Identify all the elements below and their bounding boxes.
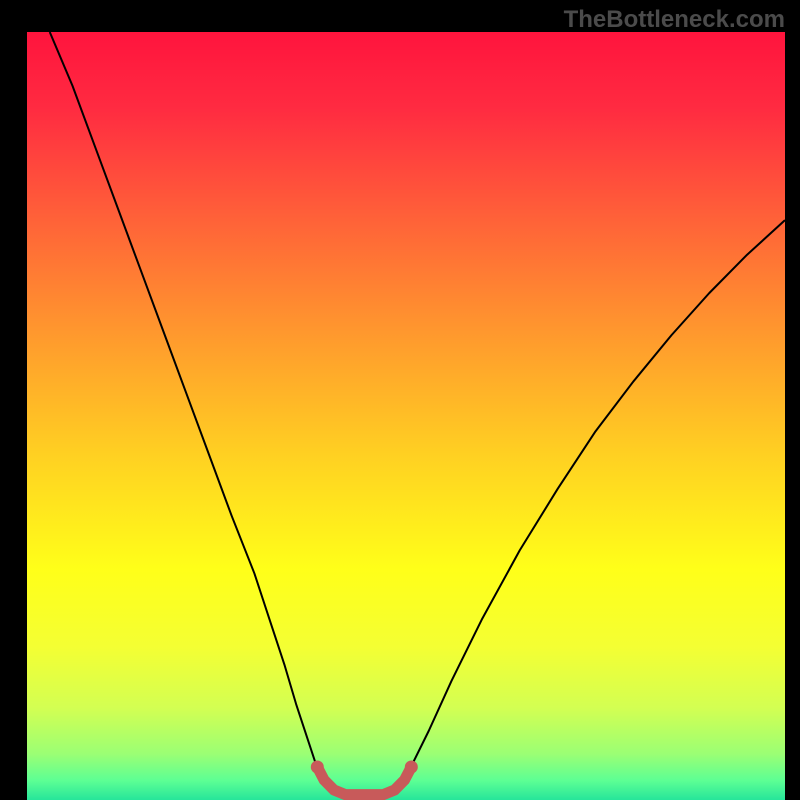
plot-area	[27, 32, 785, 800]
chart-frame: TheBottleneck.com	[0, 0, 800, 800]
highlight-end-marker	[405, 760, 418, 773]
optimal-range-highlight	[317, 767, 411, 795]
watermark-text: TheBottleneck.com	[564, 6, 785, 34]
highlight-start-marker	[311, 760, 324, 773]
bottleneck-curve	[50, 32, 785, 796]
curve-svg	[27, 32, 785, 800]
